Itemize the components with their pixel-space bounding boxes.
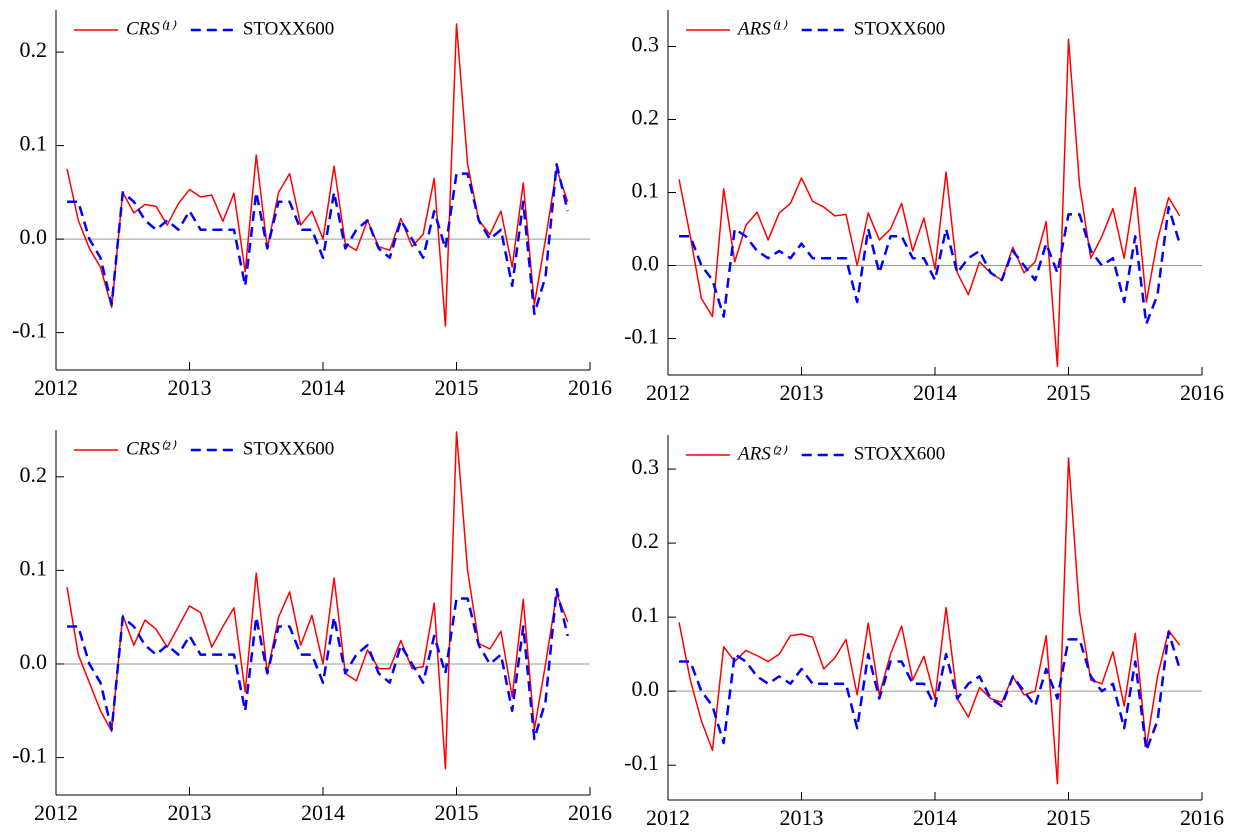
panel: -0.1 0.0 0.1 0.2 0.3 2012 2013 2014 2015 2016 ARS⁽… (624, 10, 1224, 405)
y-tick-label: -0.1 (12, 318, 47, 343)
panel: -0.1 0.0 0.1 0.2 2012 2013 2014 2015 2016 CRS⁽¹⁾ S… (12, 10, 612, 400)
legend-label: STOXX600 (243, 18, 335, 39)
x-tick-label: 2013 (780, 805, 824, 830)
y-tick-label: -0.1 (624, 324, 659, 349)
y-tick-label: -0.1 (12, 743, 47, 768)
x-tick-label: 2013 (168, 375, 212, 400)
x-tick-label: 2015 (1047, 805, 1091, 830)
y-tick-label: 0.0 (20, 649, 48, 674)
series-line (67, 163, 569, 316)
x-tick-label: 2014 (301, 375, 345, 400)
series-line (67, 587, 569, 741)
series-line (66, 23, 569, 327)
series-line (678, 457, 1181, 785)
y-tick-label: 0.0 (632, 676, 660, 701)
x-tick-label: 2015 (435, 800, 479, 825)
x-tick-label: 2016 (1180, 380, 1224, 405)
x-tick-label: 2014 (301, 800, 345, 825)
y-tick-label: 0.2 (20, 37, 48, 62)
series-line (678, 38, 1181, 367)
x-tick-label: 2015 (1047, 380, 1091, 405)
panel: -0.1 0.0 0.1 0.2 2012 2013 2014 2015 2016 CRS⁽²⁾ S… (12, 430, 612, 825)
x-tick-label: 2012 (34, 800, 78, 825)
y-tick-label: 0.1 (20, 555, 48, 580)
y-tick-label: 0.2 (632, 528, 660, 553)
x-tick-label: 2012 (34, 375, 78, 400)
panel: -0.1 0.0 0.1 0.2 0.3 2012 2013 2014 2015 2016 ARS⁽… (624, 435, 1224, 830)
legend-label: STOXX600 (854, 443, 946, 464)
x-tick-label: 2012 (646, 380, 690, 405)
series-line (679, 205, 1181, 326)
x-tick-label: 2016 (568, 800, 612, 825)
y-tick-label: 0.0 (632, 251, 660, 276)
legend-label: CRS⁽¹⁾ (126, 18, 177, 39)
legend-label: ARS⁽¹⁾ (736, 18, 788, 39)
y-tick-label: 0.3 (632, 454, 660, 479)
x-tick-label: 2012 (646, 805, 690, 830)
y-tick-label: 0.3 (632, 32, 660, 57)
y-tick-label: 0.0 (20, 224, 48, 249)
y-tick-label: 0.1 (632, 178, 660, 203)
y-tick-label: 0.2 (632, 105, 660, 130)
x-tick-label: 2014 (913, 380, 957, 405)
series-line (679, 630, 1181, 752)
y-tick-label: 0.1 (632, 602, 660, 627)
legend-label: STOXX600 (854, 18, 946, 39)
series-line (66, 431, 569, 770)
y-tick-label: -0.1 (624, 750, 659, 775)
y-tick-label: 0.1 (20, 131, 48, 156)
legend-label: ARS⁽²⁾ (736, 443, 788, 464)
legend-label: CRS⁽²⁾ (126, 438, 177, 459)
x-tick-label: 2015 (435, 375, 479, 400)
x-tick-label: 2013 (168, 800, 212, 825)
y-tick-label: 0.2 (20, 462, 48, 487)
x-tick-label: 2014 (913, 805, 957, 830)
x-tick-label: 2013 (780, 380, 824, 405)
x-tick-label: 2016 (568, 375, 612, 400)
legend-label: STOXX600 (243, 438, 335, 459)
x-tick-label: 2016 (1180, 805, 1224, 830)
